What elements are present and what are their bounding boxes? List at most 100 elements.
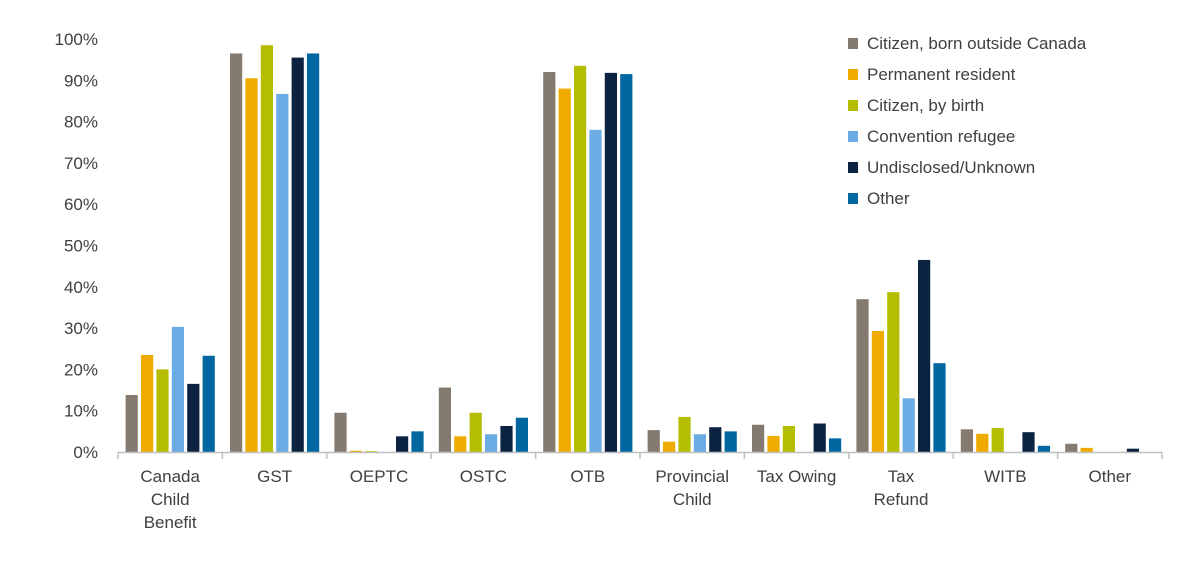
bar <box>334 412 347 452</box>
bar <box>813 423 826 452</box>
x-tick-label-line: Tax Owing <box>757 467 836 486</box>
x-axis: Canada Child Benefit GST OEPTC OSTC OTB Provinc… <box>117 451 1163 532</box>
x-tick-label: GST <box>257 467 292 486</box>
legend-label: Undisclosed/Unknown <box>867 158 1035 177</box>
bar <box>485 434 498 452</box>
bar <box>291 57 304 453</box>
bar <box>171 326 184 452</box>
x-tick-label: Canada Child Benefit <box>140 467 200 532</box>
bar <box>887 292 900 452</box>
y-tick-label: 60% <box>64 195 98 214</box>
x-tick-label: WITB <box>984 467 1027 486</box>
bar <box>469 412 482 452</box>
bar <box>515 417 528 452</box>
bar <box>365 451 378 452</box>
x-tick-label-line: WITB <box>984 467 1027 486</box>
legend-label: Other <box>867 189 910 208</box>
bar <box>782 425 795 452</box>
bar <box>693 434 706 452</box>
legend: Citizen, born outside Canada Permanent re… <box>848 34 1087 208</box>
bar <box>976 433 989 452</box>
bar <box>260 45 273 452</box>
bar <box>663 441 676 452</box>
legend-swatch <box>848 38 858 49</box>
x-tick-label-line: Child <box>151 490 190 509</box>
bar <box>918 259 931 452</box>
bar <box>1022 432 1035 452</box>
legend-swatch <box>848 193 858 204</box>
y-tick-label: 100% <box>55 30 98 49</box>
bar <box>752 424 765 452</box>
x-tick-label: OEPTC <box>350 467 409 486</box>
bar <box>604 72 617 453</box>
bar <box>454 436 467 452</box>
bar <box>574 65 587 452</box>
bar <box>933 363 946 452</box>
x-tick-label-line: Other <box>1089 467 1132 486</box>
bar <box>245 78 258 453</box>
bar <box>543 72 556 452</box>
bar <box>767 435 780 452</box>
legend-swatch <box>848 69 858 80</box>
bar <box>230 53 243 453</box>
x-tick-label-line: Canada <box>140 467 200 486</box>
bar <box>125 395 138 452</box>
x-tick-label-line: OEPTC <box>350 467 409 486</box>
y-axis: 0% 10% 20% 30% 40% 50% 60% 70% 80% 90% 100% <box>55 30 98 462</box>
x-tick-label-line: GST <box>257 467 292 486</box>
bar <box>647 430 660 452</box>
bar <box>724 431 737 452</box>
bar <box>396 436 409 452</box>
bar <box>411 431 424 452</box>
x-tick-label: Tax Owing <box>757 467 836 486</box>
bar <box>620 74 633 452</box>
bars <box>125 45 1139 453</box>
bar <box>1037 445 1050 452</box>
bar <box>349 450 362 452</box>
bar <box>856 299 869 452</box>
legend-swatch <box>848 131 858 142</box>
legend-label: Permanent resident <box>867 65 1016 84</box>
legend-swatch <box>848 100 858 111</box>
x-tick-label-line: Refund <box>874 490 929 509</box>
bar <box>558 88 571 452</box>
y-tick-label: 70% <box>64 154 98 173</box>
bar <box>1065 443 1078 452</box>
legend-label: Convention refugee <box>867 127 1015 146</box>
legend-label: Citizen, by birth <box>867 96 984 115</box>
bar <box>276 93 289 453</box>
y-tick-label: 30% <box>64 319 98 338</box>
bar <box>678 416 691 452</box>
x-tick-label: Provincial Child <box>655 467 729 509</box>
x-tick-label: OSTC <box>460 467 507 486</box>
bar <box>141 354 154 452</box>
bar <box>307 53 320 453</box>
x-tick-label-line: Provincial <box>655 467 729 486</box>
x-tick-label-line: OSTC <box>460 467 507 486</box>
bar <box>1126 448 1139 452</box>
x-tick-label: OTB <box>570 467 605 486</box>
bar <box>438 387 451 452</box>
y-tick-label: 20% <box>64 360 98 379</box>
legend-swatch <box>848 162 858 173</box>
bar <box>960 429 973 452</box>
y-tick-label: 90% <box>64 71 98 90</box>
bar <box>202 355 215 452</box>
bar <box>187 383 200 452</box>
y-tick-label: 10% <box>64 402 98 421</box>
x-tick-label-line: Benefit <box>144 513 197 532</box>
x-tick-label: Tax Refund <box>874 467 929 509</box>
y-tick-label: 80% <box>64 113 98 132</box>
x-tick-label-line: OTB <box>570 467 605 486</box>
bar <box>709 427 722 452</box>
bar <box>902 398 915 452</box>
y-tick-label: 50% <box>64 237 98 256</box>
x-tick-label: Other <box>1089 467 1132 486</box>
x-tick-label-line: Tax <box>888 467 915 486</box>
bar <box>1080 447 1093 452</box>
y-tick-label: 0% <box>73 443 98 462</box>
bar <box>871 330 884 452</box>
bar <box>829 438 842 452</box>
